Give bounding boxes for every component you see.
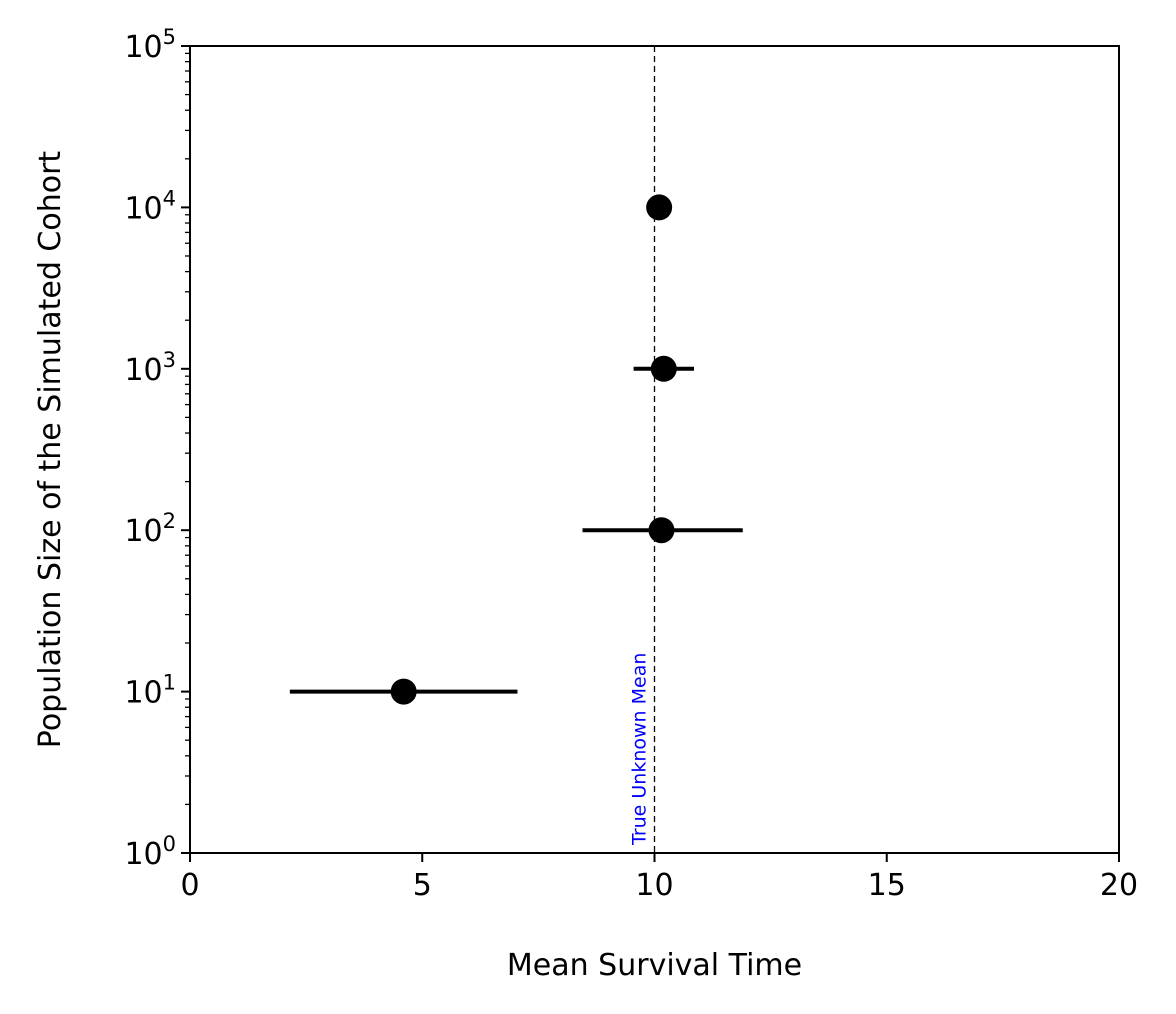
y-tick-label: 100 xyxy=(124,832,176,872)
y-tick-label: 101 xyxy=(124,671,176,711)
x-tick-label: 15 xyxy=(868,868,906,903)
reference-line-group: True Unknown Mean xyxy=(629,46,656,853)
x-axis-title: Mean Survival Time xyxy=(507,948,802,983)
error-bars xyxy=(289,366,743,694)
y-tick-label: 105 xyxy=(124,25,176,65)
y-tick-label: 103 xyxy=(124,348,176,388)
x-axis: 0 5 10 15 20 xyxy=(180,853,1138,903)
data-point xyxy=(390,678,417,705)
reference-line-label: True Unknown Mean xyxy=(629,653,651,846)
x-tick-label: 0 xyxy=(180,868,199,903)
y-axis-title: Population Size of the Simulated Cohort xyxy=(33,151,68,749)
x-tick-label: 5 xyxy=(413,868,432,903)
data-point xyxy=(650,355,677,382)
data-points xyxy=(390,194,677,705)
y-tick-label: 102 xyxy=(124,509,176,549)
data-point xyxy=(646,194,673,221)
x-tick-label: 20 xyxy=(1100,868,1138,903)
data-point xyxy=(648,517,675,544)
y-axis: 100 101 102 103 104 105 xyxy=(124,25,190,872)
y-tick-label: 104 xyxy=(124,186,176,226)
x-tick-label: 10 xyxy=(635,868,673,903)
